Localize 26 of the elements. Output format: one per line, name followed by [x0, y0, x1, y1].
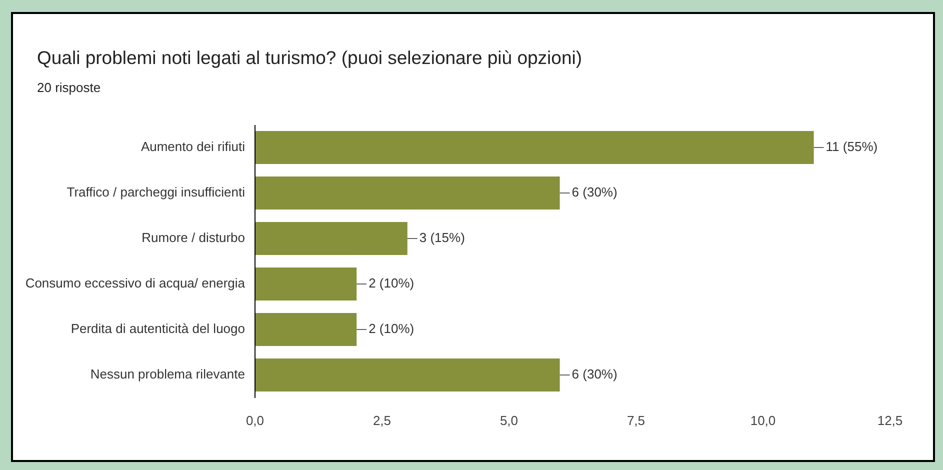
chart-title: Quali problemi noti legati al turismo? (puoi selezionare più opzioni): [37, 47, 582, 69]
y-tick-label: Perdita di autenticità del luogo: [70, 321, 245, 336]
x-tick-label: 10,0: [750, 413, 776, 428]
x-tick-label: 12,5: [877, 413, 903, 428]
data-label: 11 (55%): [826, 138, 878, 154]
text: 20 risposte: [37, 80, 101, 95]
bar: [255, 176, 560, 210]
y-tick-label: Traffico / parcheggi insufficienti: [66, 184, 246, 200]
bar: [255, 131, 814, 164]
y-tick-label: Rumore / disturbo: [142, 230, 245, 246]
y-tick-label: Consumo eccessivo di acqua/ energia: [25, 276, 246, 291]
x-tick-label: 2,5: [372, 413, 392, 428]
x-tick-label: 5,0: [500, 413, 518, 428]
bar: [255, 358, 560, 392]
data-label: 6 (30%): [572, 366, 618, 382]
bar: [255, 268, 357, 300]
x-tick-label: 7,5: [626, 413, 646, 428]
data-label: 6 (30%): [572, 184, 618, 200]
data-label: 2 (10%): [368, 320, 414, 336]
y-tick-label: Aumento dei rifiuti: [140, 139, 246, 154]
bar: [255, 313, 357, 346]
x-tick-label: 0,0: [246, 413, 264, 428]
data-label: 2 (10%): [368, 275, 414, 290]
data-label: 3 (15%): [419, 230, 465, 245]
bar: [255, 222, 408, 255]
y-tick-label: Nessun problema rilevante: [90, 366, 245, 382]
